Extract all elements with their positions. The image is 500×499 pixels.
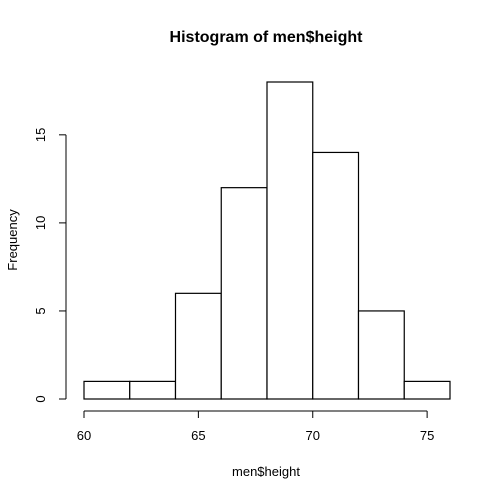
x-axis: 60 65 70 75 bbox=[77, 410, 434, 443]
histogram-bar-2 bbox=[129, 380, 177, 400]
y-tick-label-15: 15 bbox=[33, 128, 48, 142]
histogram-bar-5 bbox=[266, 81, 314, 400]
histogram-bar-7 bbox=[357, 310, 405, 400]
bars-group bbox=[83, 81, 451, 400]
histogram-bar-1 bbox=[83, 380, 131, 400]
y-tick-label-10: 10 bbox=[33, 216, 48, 230]
x-tick-label-75: 75 bbox=[420, 428, 434, 443]
histogram-bar-4 bbox=[220, 187, 268, 400]
chart-title: Histogram of men$height bbox=[170, 29, 364, 46]
histogram-bar-3 bbox=[174, 292, 222, 400]
x-axis-label: men$height bbox=[232, 464, 300, 479]
histogram-bar-6 bbox=[312, 151, 360, 400]
x-tick-label-60: 60 bbox=[77, 428, 91, 443]
histogram-bar-8 bbox=[403, 380, 451, 400]
y-tick-label-0: 0 bbox=[33, 395, 48, 402]
y-axis: 0 5 10 15 bbox=[33, 128, 67, 403]
y-tick-label-5: 5 bbox=[33, 307, 48, 314]
x-tick-label-70: 70 bbox=[306, 428, 320, 443]
x-tick-label-65: 65 bbox=[191, 428, 205, 443]
y-axis-label: Frequency bbox=[5, 209, 20, 271]
